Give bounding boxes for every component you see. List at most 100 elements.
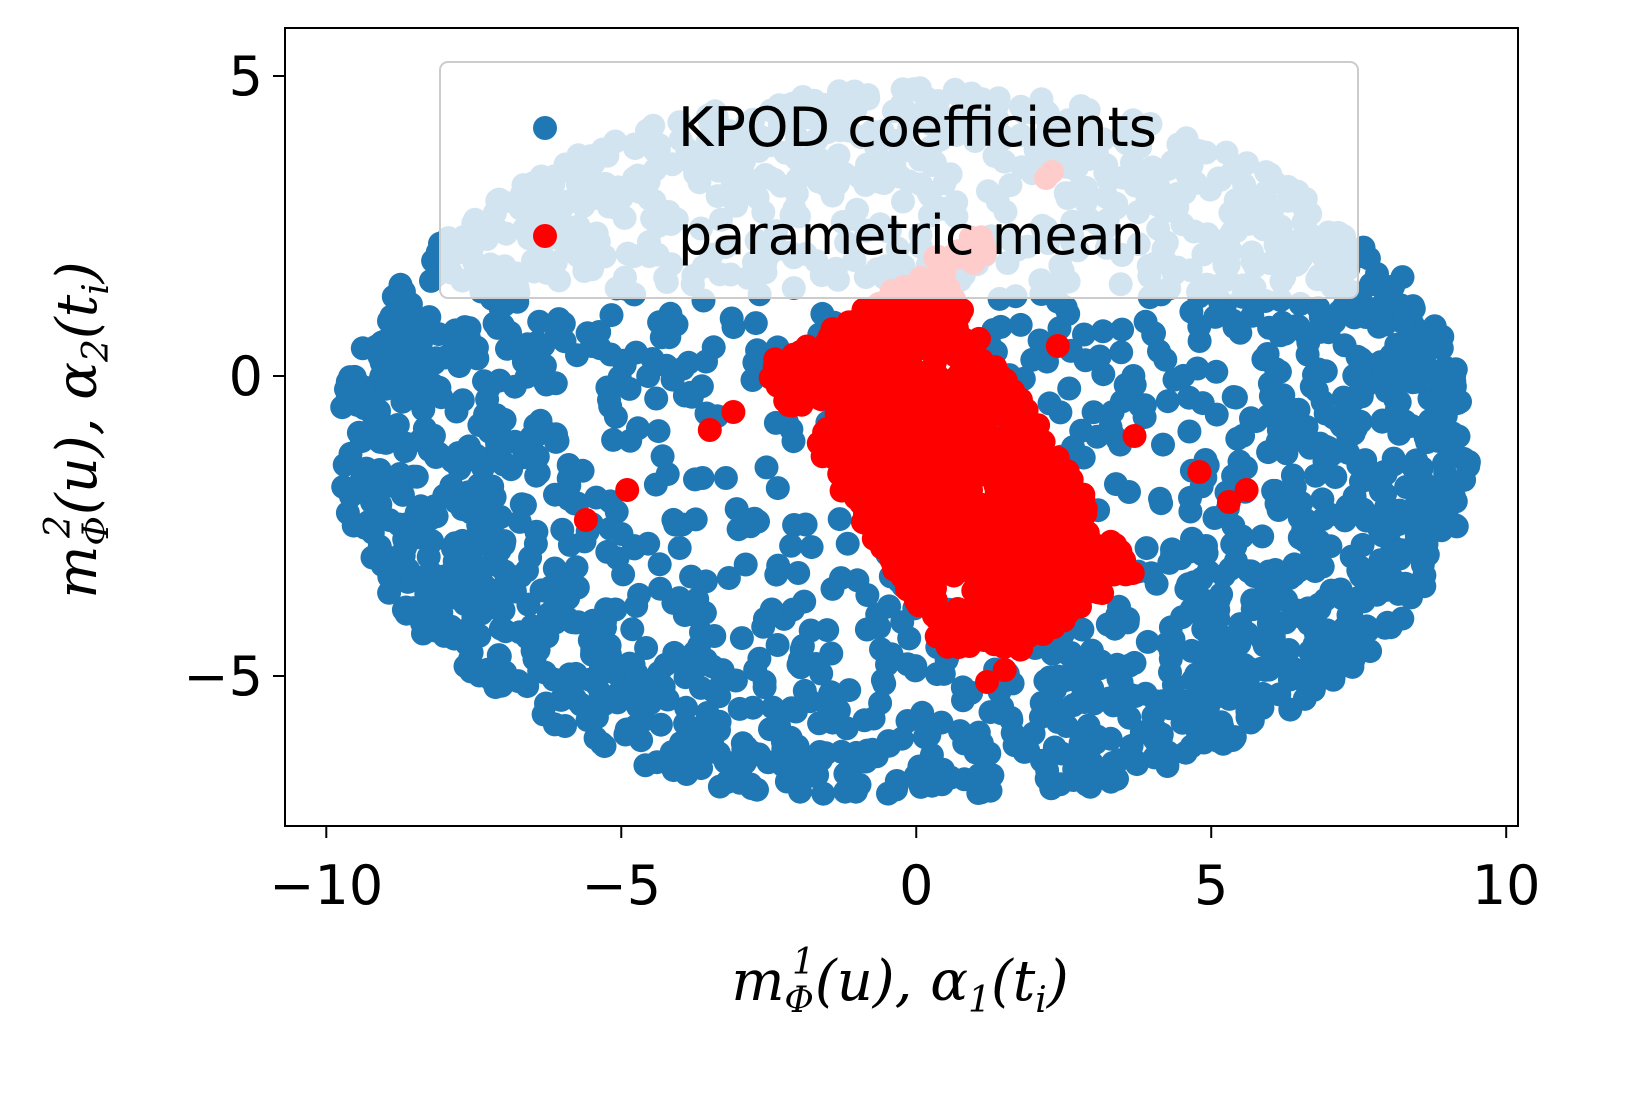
kpod-point (575, 708, 600, 733)
parametric-mean-point (957, 634, 982, 658)
kpod-point (1177, 385, 1202, 410)
x-tick-label: 0 (899, 854, 933, 917)
kpod-point (636, 531, 661, 556)
kpod-point (1287, 505, 1312, 530)
kpod-point (1311, 507, 1336, 532)
kpod-point (1100, 422, 1125, 447)
parametric-mean-point (823, 383, 848, 408)
kpod-point (759, 597, 784, 622)
kpod-point (508, 564, 533, 589)
kpod-point (432, 623, 457, 648)
kpod-point (419, 268, 443, 293)
kpod-point (1353, 448, 1378, 473)
y-tick-label: −5 (183, 645, 263, 708)
kpod-point (801, 763, 826, 788)
kpod-point (394, 431, 419, 456)
x-tick-label: −10 (269, 854, 383, 917)
kpod-point (1332, 333, 1357, 358)
kpod-point (583, 726, 608, 751)
kpod-point (479, 417, 504, 442)
kpod-point (870, 668, 895, 693)
kpod-point (1070, 617, 1095, 642)
kpod-point (1044, 738, 1069, 763)
kpod-point (793, 512, 818, 537)
kpod-point (1365, 261, 1389, 286)
kpod-point (864, 744, 889, 769)
parametric-mean-point (923, 445, 948, 470)
kpod-point (661, 590, 686, 615)
kpod-point (410, 350, 435, 375)
kpod-point (1250, 524, 1275, 549)
parametric-mean-point (1187, 460, 1212, 484)
kpod-point (738, 514, 763, 539)
kpod-point (1193, 588, 1218, 613)
kpod-point (1302, 632, 1327, 657)
parametric-mean-point (1031, 622, 1056, 646)
parametric-mean-point (785, 373, 810, 398)
kpod-point (688, 675, 713, 700)
kpod-point (829, 566, 853, 591)
kpod-point (1020, 347, 1045, 372)
kpod-point (702, 624, 727, 648)
kpod-point (1353, 351, 1378, 375)
kpod-point (391, 279, 416, 304)
parametric-mean-point (992, 658, 1017, 682)
kpod-point (1135, 629, 1160, 654)
kpod-point (563, 661, 588, 686)
legend-label-parametric-mean: parametric mean (678, 204, 1145, 267)
parametric-mean-point (1122, 424, 1147, 448)
parametric-mean-point (935, 405, 960, 430)
kpod-point (1323, 465, 1348, 489)
kpod-point (488, 616, 513, 641)
kpod-point (869, 637, 893, 662)
kpod-point (377, 466, 401, 491)
kpod-point (565, 575, 590, 600)
kpod-point (411, 621, 435, 646)
kpod-point (765, 633, 790, 657)
kpod-point (533, 660, 557, 685)
kpod-point (692, 600, 717, 625)
kpod-point (481, 658, 505, 683)
kpod-point (1293, 528, 1317, 553)
parametric-mean-point (826, 425, 851, 450)
parametric-mean-point (943, 522, 968, 546)
parametric-mean-point (1216, 490, 1241, 514)
parametric-mean-point (954, 480, 979, 505)
kpod-point (473, 529, 498, 554)
kpod-point (779, 696, 804, 721)
kpod-point (1072, 322, 1096, 347)
parametric-mean-point (1045, 445, 1070, 470)
kpod-point (1069, 418, 1094, 443)
kpod-point (1149, 491, 1174, 516)
kpod-point (838, 760, 863, 785)
parametric-mean-point (902, 583, 927, 608)
kpod-point (1341, 647, 1366, 672)
kpod-point (820, 710, 845, 735)
parametric-mean-point (976, 384, 1001, 409)
kpod-point (1239, 559, 1264, 584)
x-axis-label: mΦ1(u), α1(ti) (731, 942, 1068, 1021)
kpod-point (429, 385, 454, 410)
kpod-point (570, 458, 595, 483)
kpod-point (1282, 475, 1307, 500)
kpod-point (609, 522, 634, 546)
kpod-point (952, 731, 977, 756)
kpod-point (674, 762, 699, 786)
parametric-mean-point (810, 444, 835, 469)
parametric-mean-point (903, 462, 928, 487)
kpod-point (1110, 317, 1135, 342)
kpod-point (1233, 455, 1258, 480)
parametric-mean-point (957, 452, 982, 477)
kpod-point (643, 472, 668, 497)
kpod-point (877, 594, 902, 619)
kpod-point (727, 770, 752, 795)
kpod-point (351, 394, 376, 419)
kpod-point (338, 365, 363, 390)
kpod-point (1043, 677, 1067, 702)
kpod-point (1368, 548, 1393, 573)
kpod-point (423, 585, 448, 610)
parametric-mean-point (1029, 510, 1054, 535)
kpod-point (658, 301, 683, 326)
kpod-point (1151, 432, 1175, 457)
kpod-point (663, 512, 688, 537)
